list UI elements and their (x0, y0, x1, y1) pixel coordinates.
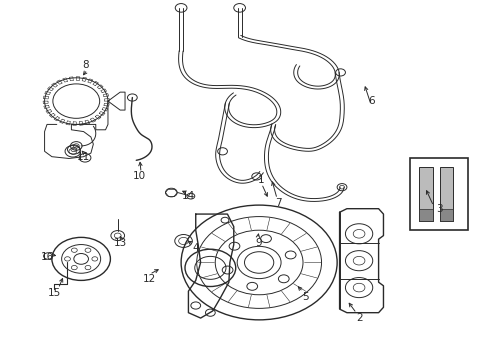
Text: 9: 9 (255, 238, 262, 248)
Text: 4: 4 (192, 243, 199, 253)
Text: 14: 14 (182, 191, 195, 201)
Text: 7: 7 (275, 198, 282, 208)
Text: 1: 1 (258, 175, 264, 185)
Text: 2: 2 (355, 313, 362, 323)
Bar (418, 209, 432, 221)
Bar (409, 158, 467, 230)
Text: 5: 5 (302, 292, 308, 302)
Text: 10: 10 (133, 171, 146, 181)
Bar (439, 209, 452, 221)
Text: 8: 8 (82, 60, 89, 70)
Text: 15: 15 (48, 288, 61, 298)
Text: 11: 11 (77, 152, 90, 162)
Text: 6: 6 (367, 96, 374, 106)
Text: 12: 12 (142, 274, 156, 284)
Text: 3: 3 (435, 204, 442, 214)
Bar (418, 167, 432, 221)
Bar (439, 167, 452, 221)
Text: 13: 13 (113, 238, 126, 248)
Text: 16: 16 (41, 252, 54, 262)
